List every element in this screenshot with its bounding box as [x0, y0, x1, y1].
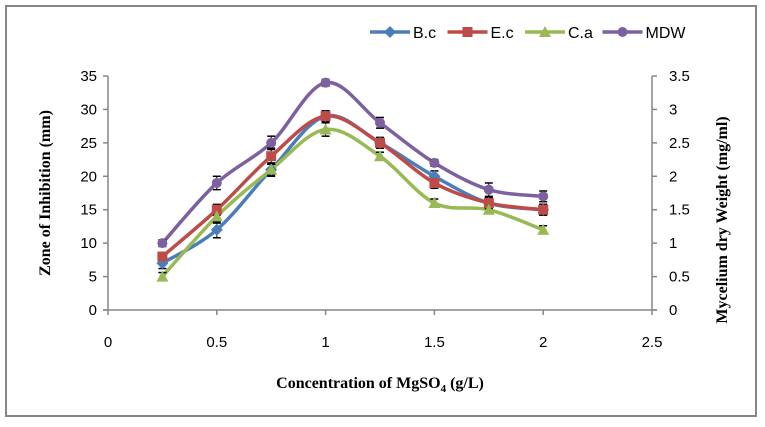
- axes: [103, 76, 657, 311]
- legend-marker-mdw: [617, 27, 628, 37]
- chart-frame: [5, 5, 757, 417]
- x-tick-label: 1.5: [424, 334, 445, 351]
- y2-axis-title: Mycelium dry Weight (mg/ml): [714, 116, 731, 323]
- markers: [156, 77, 550, 282]
- marker-mdw: [211, 177, 222, 188]
- y-tick-label: 20: [80, 168, 97, 185]
- y2-tick-label: 0: [669, 302, 677, 319]
- legend-label-e-c: E.c: [491, 25, 514, 42]
- marker-mdw: [538, 191, 549, 202]
- marker-e-c: [483, 198, 494, 209]
- legend-label-c-a: C.a: [568, 25, 593, 42]
- legend-marker-c-a: [539, 26, 551, 37]
- marker-e-c: [266, 151, 277, 162]
- legend: B.c E.c C.a MDW: [370, 25, 686, 42]
- y-tick-label: 15: [80, 202, 97, 219]
- marker-mdw: [429, 157, 440, 168]
- x-tick-label: 2: [539, 334, 547, 351]
- marker-e-c: [320, 111, 331, 122]
- marker-e-c: [538, 204, 549, 215]
- marker-e-c: [157, 251, 168, 262]
- legend-marker-b-c: [384, 26, 396, 38]
- legend-marker-e-c: [462, 27, 473, 37]
- y2-tick-label: 3.5: [669, 68, 690, 85]
- x-tick-label: 0: [104, 334, 112, 351]
- marker-mdw: [157, 238, 168, 249]
- y-tick-label: 30: [80, 101, 97, 118]
- marker-mdw: [483, 184, 494, 195]
- legend-item-b-c: B.c: [370, 25, 436, 42]
- marker-mdw: [320, 77, 331, 88]
- marker-c-a: [156, 270, 169, 282]
- x-tick-label: 0.5: [206, 334, 227, 351]
- legend-item-c-a: C.a: [525, 25, 593, 42]
- marker-c-a: [537, 223, 550, 235]
- y-axis-title: Zone of Inhibition (mm): [37, 110, 54, 276]
- y-tick-label: 25: [80, 135, 97, 152]
- marker-mdw: [266, 137, 277, 148]
- marker-c-a: [482, 203, 495, 215]
- x-axis-title-suffix: (g/L): [446, 375, 484, 392]
- y2-tick-label: 3: [669, 101, 677, 118]
- marker-c-a: [374, 150, 386, 162]
- y-tick-label: 5: [89, 269, 97, 286]
- x-axis-title-main: Concentration of MgSO: [276, 375, 440, 392]
- y2-tick-label: 1.5: [669, 202, 690, 219]
- y-tick-label: 0: [89, 302, 97, 319]
- y-tick-label: 35: [80, 68, 97, 85]
- x-tick-label: 1: [321, 334, 329, 351]
- ticks: 0 5 10 15 20 25 30 35 0 0.5 1 1.5 2 2.5 3 3.5 0 0.5 1 1.5 2 2…: [80, 68, 690, 351]
- marker-c-a: [319, 123, 332, 135]
- y2-tick-label: 1: [669, 235, 677, 252]
- legend-item-mdw: MDW: [602, 25, 687, 42]
- legend-label-b-c: B.c: [413, 25, 436, 42]
- x-tick-label: 2.5: [642, 334, 663, 351]
- marker-b-c: [210, 223, 223, 236]
- marker-e-c: [211, 204, 222, 215]
- marker-c-a: [265, 163, 278, 175]
- marker-c-a: [428, 197, 441, 209]
- legend-label-mdw: MDW: [646, 25, 687, 42]
- marker-e-c: [429, 177, 440, 188]
- legend-item-e-c: E.c: [447, 25, 514, 42]
- marker-mdw: [375, 117, 385, 128]
- y2-tick-label: 0.5: [669, 269, 690, 286]
- y-tick-label: 10: [80, 235, 97, 252]
- y2-tick-label: 2.5: [669, 135, 690, 152]
- x-axis-title: Concentration of MgSO4 (g/L): [276, 375, 484, 395]
- marker-c-a: [210, 210, 223, 222]
- y2-tick-label: 2: [669, 168, 677, 185]
- x-axis-title-subscript: 4: [441, 383, 447, 395]
- marker-e-c: [375, 137, 385, 148]
